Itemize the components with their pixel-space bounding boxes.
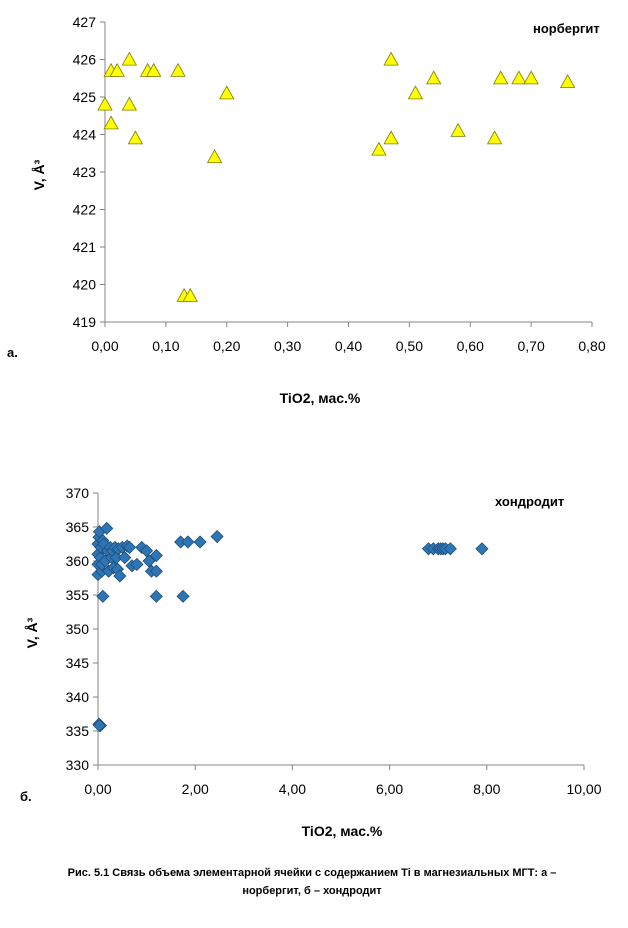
norbergite-data-point [486, 130, 503, 145]
norbergite-x-tick-label: 0,60 [457, 338, 484, 354]
norbergite-data-point [407, 85, 424, 100]
chondrodite-y-tick-label: 340 [66, 689, 90, 705]
chondrodite-data-point [92, 718, 107, 733]
chart-norbergite-points [97, 51, 576, 302]
norbergite-x-tick-label: 0,50 [396, 338, 423, 354]
chondrodite-data-point [475, 542, 489, 556]
norbergite-x-tick-label: 0,70 [518, 338, 545, 354]
chondrodite-y-tick-label: 370 [66, 485, 90, 501]
chart-chondrodite-points [91, 521, 489, 733]
chondrodite-x-tick-label: 4,00 [279, 781, 306, 797]
chart-norbergite-title: норбергит [533, 21, 600, 36]
norbergite-data-point [426, 70, 442, 85]
chondrodite-x-tick-label: 6,00 [376, 781, 403, 797]
norbergite-x-tick-label: 0,10 [152, 338, 179, 354]
norbergite-data-point [383, 130, 399, 145]
chondrodite-x-tick-label: 8,00 [473, 781, 500, 797]
norbergite-data-point [127, 130, 144, 145]
norbergite-x-tick-label: 0,30 [274, 338, 301, 354]
norbergite-y-tick-label: 422 [73, 202, 97, 218]
chondrodite-data-point [149, 589, 163, 603]
norbergite-y-tick-label: 425 [73, 89, 97, 105]
chart-norbergite-ticks: 419 420 421 422 423 424 425 426 427 0,00 0,10 0,20 0… [73, 14, 606, 354]
norbergite-data-point [206, 149, 223, 164]
norbergite-y-tick-label: 421 [73, 239, 97, 255]
norbergite-y-tick-label: 420 [73, 277, 97, 293]
norbergite-x-tick-label: 0,20 [213, 338, 240, 354]
chart-chondrodite: 330 335 340 345 350 355 360 365 370 0,00 2,00 4,00 6… [20, 485, 602, 839]
chondrodite-data-point [130, 557, 144, 571]
norbergite-y-tick-label: 424 [73, 127, 97, 143]
chondrodite-data-point [142, 554, 156, 568]
norbergite-data-point [97, 96, 113, 111]
chondrodite-y-tick-label: 345 [66, 655, 90, 671]
chondrodite-y-tick-label: 350 [66, 621, 90, 637]
chondrodite-y-tick-label: 360 [66, 553, 90, 569]
norbergite-data-point [146, 62, 162, 77]
chart-chondrodite-panel-label: б. [20, 789, 32, 804]
chondrodite-data-point [113, 569, 127, 583]
chondrodite-data-point [443, 542, 457, 556]
norbergite-data-point [511, 70, 527, 85]
chart-chondrodite-xlabel: TiO2, мас.% [302, 823, 383, 839]
figure-caption-line-1: Рис. 5.1 Связь объема элементарной ячейк… [68, 867, 557, 879]
chondrodite-x-tick-label: 0,00 [84, 781, 111, 797]
norbergite-data-point [219, 85, 235, 100]
norbergite-data-point [493, 70, 509, 85]
chondrodite-data-point [176, 589, 190, 603]
norbergite-data-point [103, 115, 119, 130]
chondrodite-data-point [181, 535, 195, 549]
chondrodite-data-point [118, 551, 132, 565]
norbergite-x-tick-label: 0,40 [335, 338, 362, 354]
norbergite-y-tick-label: 426 [73, 52, 97, 68]
chart-chondrodite-ticks: 330 335 340 345 350 355 360 365 370 0,00 2,00 4,00 6… [66, 485, 602, 797]
norbergite-data-point [109, 62, 125, 77]
chondrodite-data-point [140, 544, 154, 558]
chart-chondrodite-ylabel: V, Å³ [24, 617, 40, 648]
norbergite-data-point [523, 70, 539, 85]
chondrodite-data-point [193, 535, 207, 549]
chondrodite-x-tick-label: 2,00 [182, 781, 209, 797]
norbergite-x-tick-label: 0,80 [578, 338, 605, 354]
chondrodite-x-tick-label: 10,00 [566, 781, 601, 797]
chondrodite-y-tick-label: 355 [66, 587, 90, 603]
chondrodite-y-tick-label: 365 [66, 519, 90, 535]
chondrodite-data-point [123, 540, 137, 554]
norbergite-y-tick-label: 419 [73, 314, 97, 330]
chart-chondrodite-axes [97, 493, 584, 766]
norbergite-x-tick-label: 0,00 [91, 338, 118, 354]
chondrodite-data-point [210, 529, 224, 544]
chondrodite-y-tick-label: 330 [66, 757, 90, 773]
chart-norbergite: 419 420 421 422 423 424 425 426 427 0,00 0,10 0,20 0… [7, 14, 606, 406]
chart-chondrodite-title: хондродит [495, 494, 564, 509]
chondrodite-data-point [96, 589, 110, 603]
norbergite-y-tick-label: 427 [73, 14, 97, 30]
chondrodite-data-point [149, 548, 163, 563]
norbergite-data-point [559, 74, 576, 88]
norbergite-data-point [371, 141, 387, 156]
norbergite-data-point [450, 122, 466, 137]
norbergite-data-point [383, 51, 399, 66]
norbergite-data-point [170, 62, 186, 77]
norbergite-y-tick-label: 423 [73, 164, 97, 180]
norbergite-data-point [121, 96, 138, 111]
chart-norbergite-xlabel: TiO2, мас.% [280, 390, 361, 406]
chondrodite-data-point [100, 521, 114, 535]
chondrodite-data-point [149, 564, 163, 578]
chondrodite-y-tick-label: 335 [66, 723, 90, 739]
figure-caption-line-2: норбергит, б – хондродит [242, 885, 382, 897]
chart-norbergite-ylabel: V, Å³ [31, 159, 47, 190]
chart-norbergite-panel-label: а. [7, 345, 18, 360]
norbergite-data-point [182, 287, 198, 302]
norbergite-data-point [121, 51, 138, 66]
